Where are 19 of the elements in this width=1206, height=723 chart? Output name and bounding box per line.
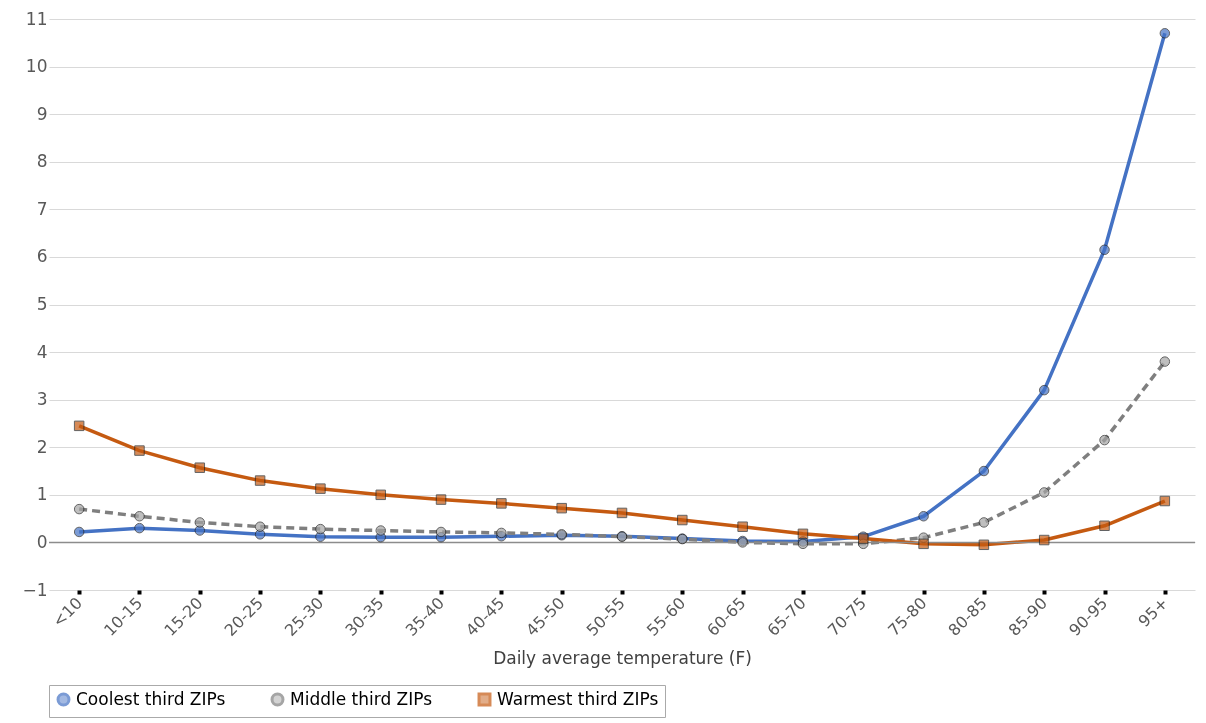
y-tick-label: 0 <box>36 531 48 552</box>
y-tick-label: 5 <box>36 294 48 314</box>
legend-label: Coolest third ZIPs <box>76 688 226 709</box>
legend-label: Warmest third ZIPs <box>497 688 659 709</box>
y-tick-label: 6 <box>36 246 48 267</box>
y-tick-label: 10 <box>25 56 48 77</box>
x-tick-label: <10 <box>48 593 87 631</box>
y-tick-label: 3 <box>36 389 48 410</box>
y-tick-label: 4 <box>36 341 48 362</box>
x-axis-title: Daily average temperature (F) <box>493 648 752 669</box>
y-tick-label: 11 <box>25 8 48 29</box>
y-tick-label: 1 <box>36 484 48 505</box>
y-tick-label: 7 <box>36 198 48 219</box>
y-tick-label: −1 <box>22 579 48 600</box>
legend-label: Middle third ZIPs <box>290 688 433 709</box>
y-tick-label: 2 <box>36 436 48 457</box>
x-tick-label: 95+ <box>1134 593 1172 631</box>
y-tick-label: 9 <box>36 103 48 124</box>
y-tick-label: 8 <box>36 151 48 172</box>
